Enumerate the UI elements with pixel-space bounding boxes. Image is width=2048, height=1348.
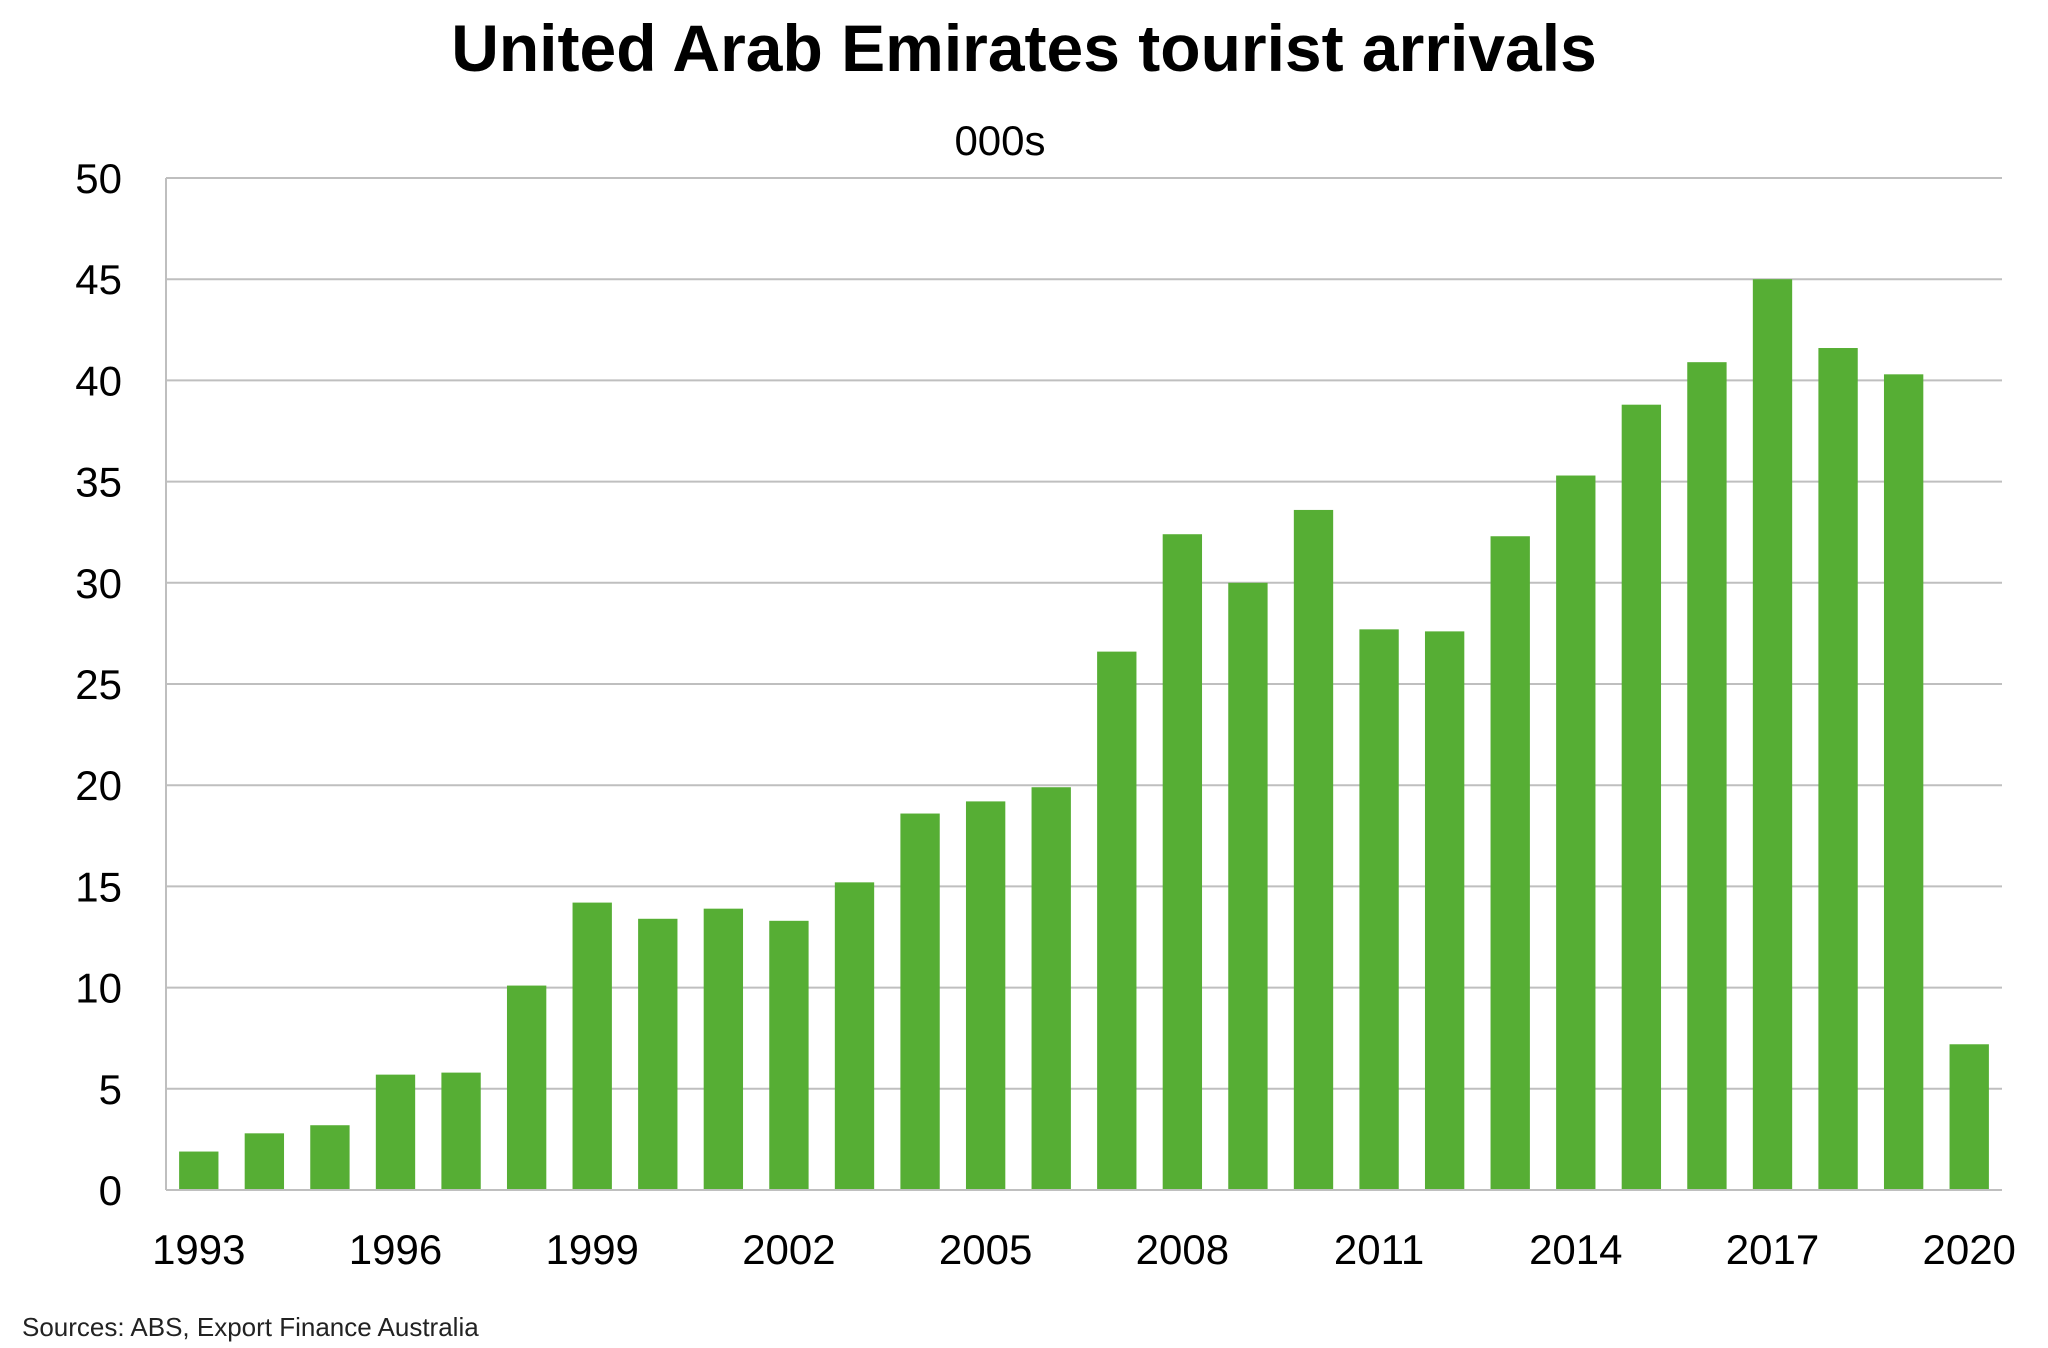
y-tick-label: 25 (75, 661, 122, 708)
bar-2006 (1031, 787, 1071, 1190)
bar-2001 (703, 908, 744, 1190)
x-tick-label: 2017 (1726, 1226, 1819, 1273)
y-tick-label: 15 (75, 863, 122, 910)
bar-1999 (572, 902, 612, 1190)
x-tick-label: 1993 (152, 1226, 245, 1273)
source-note: Sources: ABS, Export Finance Australia (22, 1312, 479, 1342)
y-tick-label: 0 (99, 1167, 122, 1214)
x-tick-label: 1999 (545, 1226, 638, 1273)
x-tick-labels: 1993 1996 1999 2002 2005 2008 2011 2014 2017 2020 (152, 1226, 2016, 1273)
bar-2020 (1949, 1044, 1989, 1190)
bar-2003 (834, 882, 875, 1190)
chart-subtitle: 000s (954, 117, 1046, 164)
bar-2015 (1621, 404, 1662, 1190)
y-tick-label: 20 (75, 762, 122, 809)
y-tick-label: 30 (75, 560, 122, 607)
bar-2013 (1490, 536, 1530, 1190)
bar-1993 (179, 1151, 219, 1190)
y-tick-label: 40 (75, 357, 122, 404)
bar-2008 (1162, 534, 1203, 1190)
x-tick-label: 2005 (939, 1226, 1032, 1273)
x-tick-label: 2011 (1334, 1226, 1424, 1273)
bar-series (179, 279, 1989, 1191)
bar-2002 (769, 920, 809, 1190)
x-tick-label: 2008 (1136, 1226, 1229, 1273)
bar-1998 (506, 985, 547, 1190)
bar-2007 (1097, 651, 1137, 1190)
bar-2009 (1228, 582, 1268, 1190)
bar-2004 (900, 813, 940, 1190)
bar-2010 (1293, 509, 1334, 1190)
axes (165, 178, 2002, 1191)
bar-2019 (1883, 374, 1924, 1190)
chart-title: United Arab Emirates tourist arrivals (451, 11, 1597, 85)
y-tick-label: 35 (75, 459, 122, 506)
bar-2014 (1556, 475, 1596, 1190)
bar-1995 (310, 1125, 350, 1190)
x-tick-label: 2014 (1529, 1226, 1622, 1273)
bar-2000 (638, 918, 678, 1190)
bar-2012 (1424, 631, 1465, 1190)
y-tick-label: 5 (99, 1066, 122, 1113)
bar-2018 (1818, 348, 1858, 1190)
bar-2005 (965, 801, 1006, 1190)
x-tick-label: 1996 (349, 1226, 442, 1273)
y-tick-label: 45 (75, 256, 122, 303)
x-tick-label: 2020 (1922, 1226, 2015, 1273)
bar-2016 (1687, 362, 1727, 1191)
bar-2011 (1359, 629, 1399, 1190)
y-tick-label: 10 (75, 965, 122, 1012)
bar-1994 (244, 1133, 285, 1190)
bar-1997 (441, 1072, 481, 1190)
y-tick-labels: 0 5 10 15 20 25 30 35 40 45 50 (75, 155, 122, 1214)
bar-2017 (1752, 279, 1793, 1190)
y-tick-label: 50 (75, 155, 122, 202)
bar-1996 (375, 1074, 416, 1190)
x-tick-label: 2002 (742, 1226, 835, 1273)
